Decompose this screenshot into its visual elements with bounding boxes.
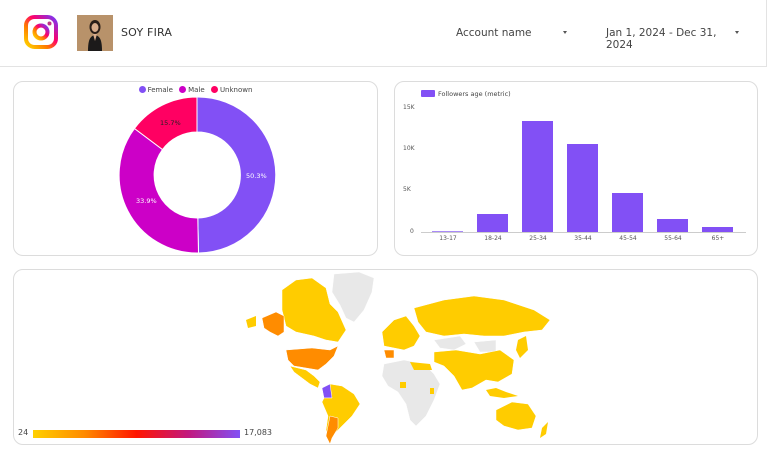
y-tick: 15K [403, 104, 415, 111]
x-tick: 13-17 [439, 235, 457, 242]
y-tick: 0 [410, 228, 414, 235]
bar-13-17[interactable] [432, 231, 463, 232]
profile-avatar [77, 15, 113, 51]
map-range-min: 24 [18, 428, 29, 437]
region-europe [381, 315, 421, 351]
region-alaska [261, 311, 285, 337]
region-australia [495, 401, 537, 431]
followers-country-map-card: 24 17,083 [13, 269, 758, 445]
x-tick: 55-64 [664, 235, 682, 242]
region-russia [413, 295, 551, 337]
region-argentina [325, 415, 339, 445]
date-range-picker[interactable]: Jan 1, 2024 - Dec 31, 2024 [606, 27, 746, 51]
account-name-dropdown[interactable]: Account name [456, 27, 571, 39]
bar-65-plus[interactable] [702, 227, 733, 232]
slice-label-unknown: 15.7% [160, 119, 181, 127]
gender-donut-card: Female Male Unknown 15.7% 50.3% 33.9% [13, 81, 378, 256]
gender-legend: Female Male Unknown [14, 86, 377, 94]
caret-down-icon [735, 31, 739, 34]
legend-dot-icon [179, 86, 187, 93]
slice-male [118, 127, 200, 254]
caret-down-icon [563, 31, 567, 34]
slice-label-male: 33.9% [136, 197, 157, 205]
world-choropleth-map[interactable] [234, 270, 554, 446]
gender-donut-chart[interactable] [14, 82, 379, 257]
region-mexico [289, 365, 321, 389]
bar-25-34[interactable] [522, 121, 553, 232]
legend-item-male[interactable]: Male [179, 86, 205, 94]
x-tick: 18-24 [484, 235, 502, 242]
x-tick: 25-34 [529, 235, 547, 242]
slice-label-female: 50.3% [246, 172, 267, 180]
bar-45-54[interactable] [612, 193, 643, 232]
legend-swatch-icon [421, 90, 435, 97]
followers-age-card: Followers age (metric) 15K 10K 5K 0 13-1… [394, 81, 758, 256]
x-axis-line [421, 232, 746, 233]
color-scale-legend [33, 430, 240, 438]
region-asia [433, 349, 515, 391]
slice-unknown [133, 96, 198, 151]
x-tick: 45-54 [619, 235, 637, 242]
x-tick: 65+ [711, 235, 725, 242]
map-range-max: 17,083 [244, 428, 272, 437]
y-tick: 5K [403, 186, 411, 193]
slice-female [196, 96, 277, 254]
date-range-label: Jan 1, 2024 - Dec 31, 2024 [606, 27, 717, 51]
bar-35-44[interactable] [567, 144, 598, 232]
instagram-icon [24, 15, 58, 49]
region-usa [285, 345, 339, 371]
legend-dot-icon [138, 86, 146, 93]
bar-55-64[interactable] [657, 219, 688, 232]
region-greenland [331, 271, 375, 323]
legend-item-female[interactable]: Female [138, 86, 173, 94]
y-tick: 10K [403, 145, 415, 152]
report-header: SOY FIRA Account name Jan 1, 2024 - Dec … [0, 0, 767, 67]
region-canada [281, 277, 347, 343]
region-spain [383, 349, 395, 359]
account-title: SOY FIRA [121, 26, 173, 39]
legend-item-unknown[interactable]: Unknown [210, 86, 252, 94]
bar-18-24[interactable] [477, 214, 508, 232]
legend-dot-icon [210, 86, 218, 93]
account-name-label: Account name [456, 27, 532, 39]
age-legend[interactable]: Followers age (metric) [421, 90, 511, 98]
x-tick: 35-44 [574, 235, 592, 242]
